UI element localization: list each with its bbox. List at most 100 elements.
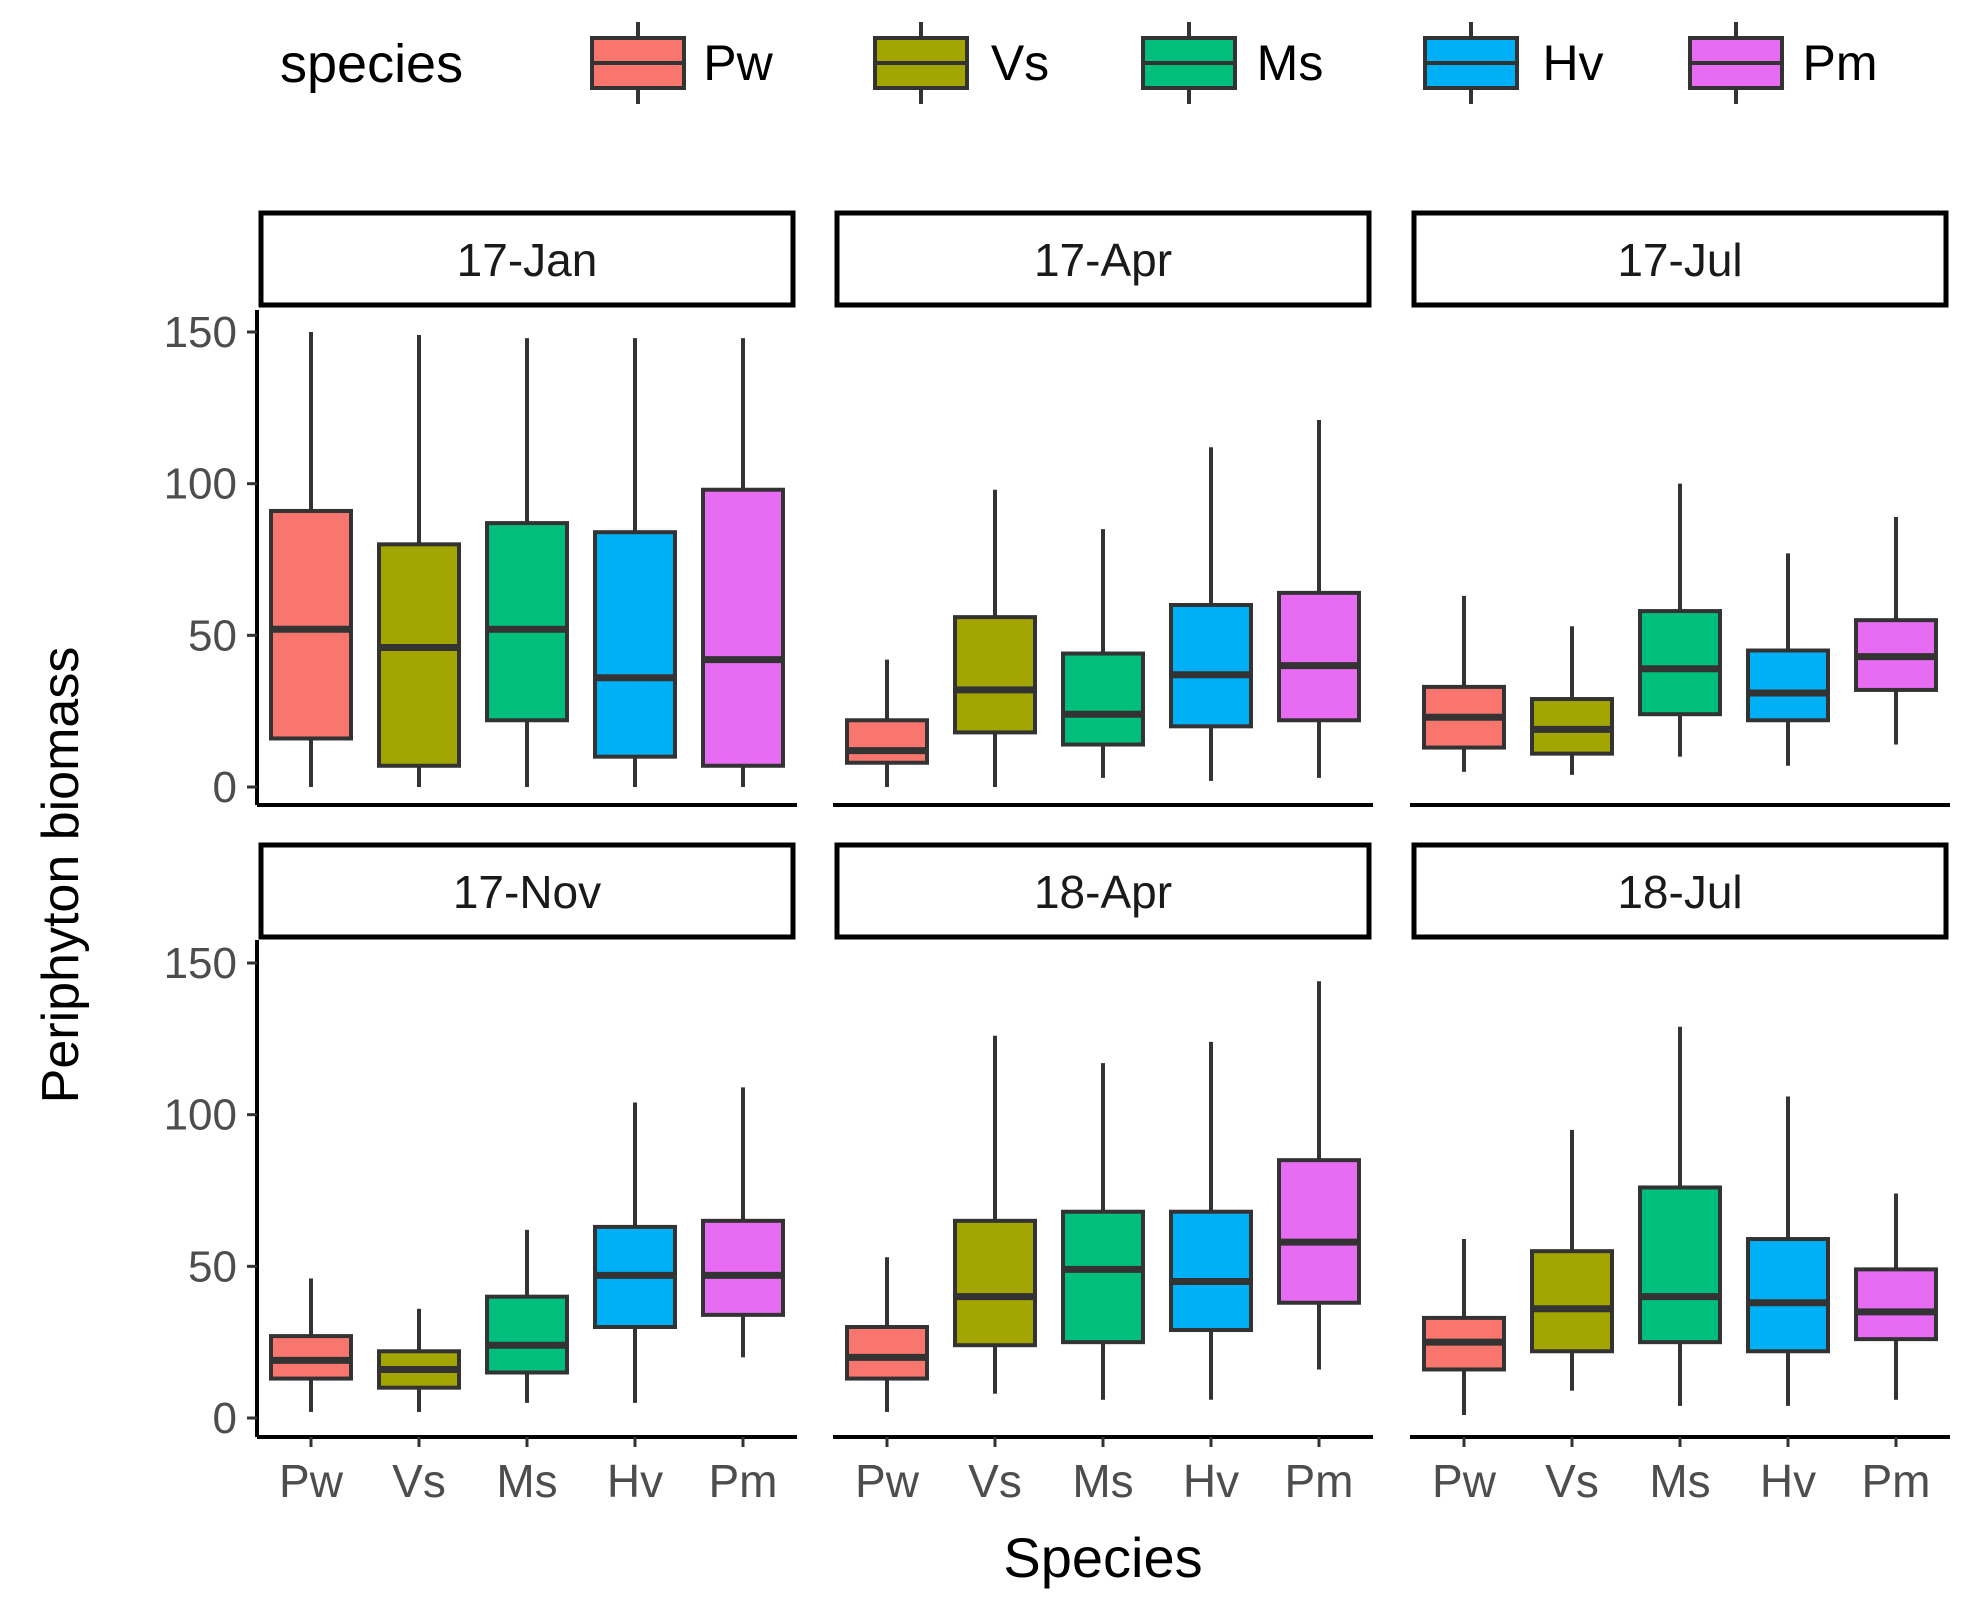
box-iqr [1530,1249,1614,1354]
x-tick-label: Hv [607,1455,663,1507]
y-tick-label: 50 [188,1242,237,1291]
x-tick-label: Hv [1760,1455,1816,1507]
legend-title: species [280,34,463,94]
box-iqr [377,542,461,768]
box-ms [485,1229,569,1403]
x-tick-label: Pw [1432,1455,1497,1507]
box-iqr [701,1218,785,1317]
panel-17-nov: 17-Nov 0 50 100 150 Pw Vs Ms Hv Pm [164,842,797,1507]
x-tick-label: Pw [855,1455,920,1507]
legend-label-pw: Pw [703,35,773,91]
box-iqr [1277,590,1361,723]
box-iqr [1638,609,1722,717]
box-pm [1854,517,1938,745]
x-tick-label: Hv [1183,1455,1239,1507]
box-iqr [1277,1158,1361,1305]
panel-title: 18-Jul [1617,866,1742,918]
box-iqr [953,615,1037,735]
y-axis-title: Periphyton biomass [32,647,90,1104]
box-pw [269,332,353,787]
legend-entry-vs: Vs [873,22,1049,104]
x-tick-label: Vs [1545,1455,1599,1507]
box-ms [1638,1026,1722,1406]
legend: species Pw Vs Ms Hv Pm [280,22,1878,104]
box-pm [1277,981,1361,1370]
box-iqr [845,1325,929,1381]
x-tick-label: Pw [279,1455,344,1507]
legend-items: Pw Vs Ms Hv Pm [590,22,1878,104]
legend-entry-pw: Pw [590,22,774,104]
box-iqr [269,508,353,741]
legend-entry-ms: Ms [1141,22,1323,104]
box-iqr [485,521,569,723]
box-iqr [485,1294,569,1375]
panel-17-jan: 17-Jan 0 50 100 150 [164,210,797,812]
box-vs [1530,626,1614,775]
panel-title: 17-Jul [1617,234,1742,286]
panel-17-apr: 17-Apr [833,210,1373,807]
box-vs [1530,1129,1614,1391]
y-tick-label: 150 [164,308,237,357]
panel-title: 17-Jan [457,234,598,286]
y-tick-label: 50 [188,611,237,660]
panel-strip [1411,210,1949,308]
box-pm [1277,419,1361,778]
x-tick-label: Ms [1072,1455,1133,1507]
box-pm [701,338,785,787]
box-iqr [1061,1209,1145,1345]
box-pw [1422,1239,1506,1415]
box-iqr [1746,1237,1830,1354]
box-iqr [1169,1209,1253,1333]
box-iqr [1854,1267,1938,1342]
box-iqr [845,718,929,765]
box-pm [701,1087,785,1358]
box-ms [1061,529,1145,778]
y-tick-label: 150 [164,939,237,988]
box-iqr [1746,648,1830,723]
box-ms [1061,1063,1145,1400]
panel-title: 17-Apr [1034,234,1172,286]
panel-18-apr: 18-Apr Pw Vs Ms Hv Pm [833,842,1373,1507]
box-iqr [1169,603,1253,729]
box-pw [845,1257,929,1412]
box-iqr [1061,651,1145,747]
panel-strip [258,210,796,308]
box-iqr [953,1218,1037,1348]
box-ms [485,338,569,787]
y-tick-label: 0 [213,1394,237,1443]
box-vs [377,335,461,787]
x-axis-title: Species [1003,1526,1202,1589]
x-tick-label: Pm [1285,1455,1354,1507]
box-ms [1638,483,1722,757]
panel-title: 18-Apr [1034,866,1172,918]
panel-strip [834,210,1372,308]
x-tick-label: Pm [709,1455,778,1507]
x-tick-label: Vs [392,1455,446,1507]
box-hv [593,1102,677,1403]
y-tick-label: 0 [213,763,237,812]
y-tick-label: 100 [164,1091,237,1140]
box-iqr [1638,1185,1722,1345]
legend-label-vs: Vs [991,35,1049,91]
panel-strip [1411,842,1949,940]
box-pm [1854,1193,1938,1400]
box-iqr [593,530,677,759]
legend-entry-pm: Pm [1688,22,1878,104]
box-pw [1422,595,1506,772]
legend-label-hv: Hv [1542,35,1603,91]
x-tick-label: Pm [1862,1455,1931,1507]
box-hv [1169,1041,1253,1400]
x-tick-label: Vs [968,1455,1022,1507]
box-hv [1746,553,1830,766]
box-pw [845,659,929,787]
panel-strip [834,842,1372,940]
box-vs [953,1035,1037,1394]
box-vs [377,1308,461,1412]
box-vs [953,489,1037,787]
panel-18-jul: 18-Jul Pw Vs Ms Hv Pm [1410,842,1950,1507]
panel-strip [258,842,796,940]
box-iqr [701,487,785,768]
